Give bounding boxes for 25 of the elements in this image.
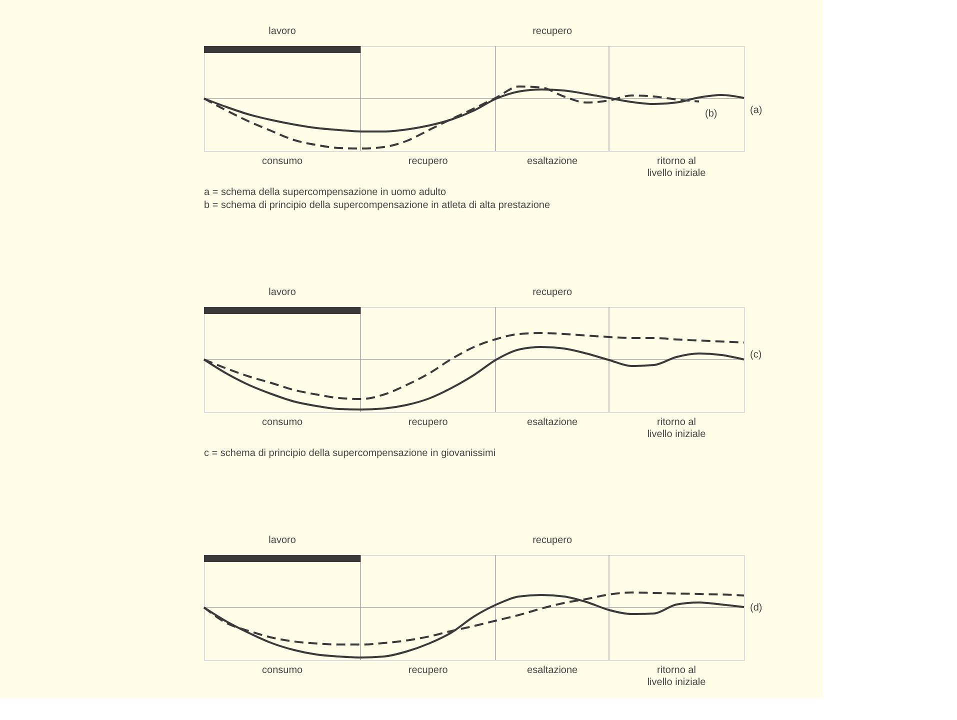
text: esaltazione (527, 665, 578, 676)
text: recupero (408, 665, 448, 676)
series-label: (c) (750, 350, 762, 360)
text: b = schema di principio della supercompensazione in atleta di alta prestazione (204, 200, 550, 211)
text: consumo (262, 665, 304, 676)
text: esaltazione (527, 156, 578, 167)
text: recupero (532, 535, 572, 546)
text: recupero (408, 156, 448, 167)
text: lavoro (268, 287, 296, 298)
text: recupero (408, 417, 448, 428)
text: lavoro (268, 535, 296, 546)
text: recupero (532, 26, 572, 37)
text: c = schema di principio della supercompensazione in giovanissimi (204, 448, 496, 459)
text: ritorno al livello iniziale (647, 665, 706, 688)
text: consumo (262, 417, 304, 428)
text: esaltazione (527, 417, 578, 428)
text: recupero (532, 287, 572, 298)
series-label: (d) (750, 602, 762, 614)
text: ritorno al livello iniziale (647, 417, 706, 440)
series-label: (a) (750, 105, 762, 116)
series-label: (b) (705, 108, 718, 120)
text: lavoro (268, 26, 296, 37)
text: ritorno al livello iniziale (647, 156, 706, 179)
text: consumo (262, 156, 304, 167)
text: a = schema della supercompensazione in uomo adulto (204, 187, 447, 198)
